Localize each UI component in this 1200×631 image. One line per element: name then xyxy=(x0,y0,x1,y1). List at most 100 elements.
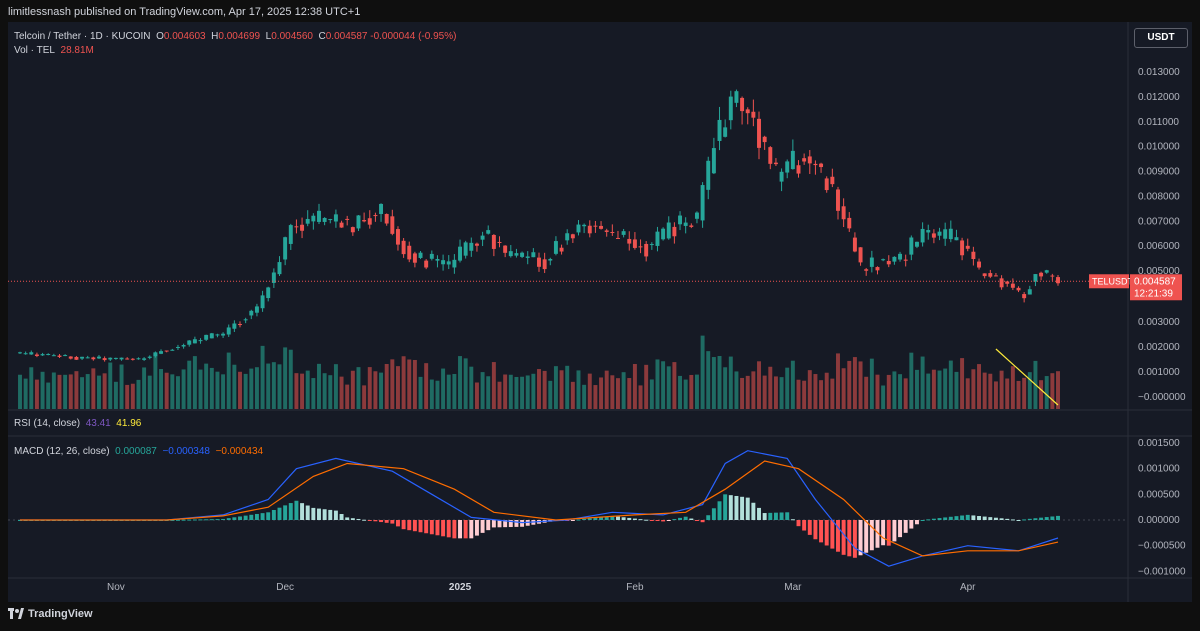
macd-histogram-bar xyxy=(841,520,846,555)
macd-histogram-bar xyxy=(836,520,840,552)
volume-bar xyxy=(249,368,254,409)
volume-bar xyxy=(542,370,547,409)
macd-histogram-bar xyxy=(982,516,987,520)
volume-bar xyxy=(632,364,637,409)
volume-bar xyxy=(283,347,288,409)
volume-bar xyxy=(694,374,699,409)
macd-histogram-bar xyxy=(401,520,406,530)
candle-body xyxy=(463,242,468,256)
volume-bar xyxy=(858,361,863,409)
volume-bar xyxy=(339,376,344,409)
macd-histogram-bar xyxy=(503,520,508,528)
candle-body xyxy=(153,352,158,357)
volume-bar xyxy=(266,363,271,409)
currency-button[interactable]: USDT xyxy=(1134,28,1188,48)
macd-histogram-bar xyxy=(666,520,671,521)
candle-body xyxy=(627,238,632,244)
candle-body xyxy=(277,262,282,275)
macd-histogram-bar xyxy=(582,518,587,520)
candle-body xyxy=(232,323,237,329)
volume-bar xyxy=(474,382,479,409)
macd-histogram-bar xyxy=(920,520,925,521)
symbol-tag xyxy=(1089,274,1129,289)
candle-body xyxy=(300,224,305,231)
candle-body xyxy=(892,256,897,262)
price-axis-tick-label: 0.001000 xyxy=(1138,367,1180,378)
volume-bar xyxy=(40,371,45,409)
macd-histogram-bar xyxy=(362,519,367,521)
candle-body xyxy=(621,231,626,235)
candle-body xyxy=(97,356,101,359)
candle-body xyxy=(960,240,965,256)
macd-histogram-bar xyxy=(435,520,440,536)
candle-body xyxy=(965,245,970,249)
volume-bar xyxy=(830,378,835,409)
candle-body xyxy=(864,269,869,271)
candle-body xyxy=(655,231,660,246)
volume-bar xyxy=(345,384,350,409)
volume-bar xyxy=(661,361,666,409)
price-axis-tick-label: 0.005000 xyxy=(1138,266,1180,277)
candle-body xyxy=(407,245,412,260)
macd-histogram-bar xyxy=(830,520,835,549)
macd-histogram-bar xyxy=(333,510,338,520)
price-axis-tick-label: 0.010000 xyxy=(1138,142,1180,153)
volume-bar xyxy=(644,364,649,409)
volume-bar xyxy=(113,381,118,409)
volume-bar xyxy=(565,365,570,409)
volume-bar xyxy=(384,364,389,409)
candle-body xyxy=(768,147,773,164)
macd-histogram-bar xyxy=(322,509,327,520)
macd-histogram-bar xyxy=(999,518,1004,520)
candle-body xyxy=(412,253,417,263)
candle-body xyxy=(807,156,812,164)
volume-bar xyxy=(965,378,970,409)
volume-bar xyxy=(153,352,158,409)
candle-body xyxy=(80,356,85,359)
candle-body xyxy=(813,163,818,166)
candle-body xyxy=(254,306,259,313)
volume-bar xyxy=(1044,376,1049,409)
macd-histogram-bar xyxy=(486,520,491,531)
volume-bar xyxy=(678,375,683,409)
change-value: -0.000044 (-0.95%) xyxy=(370,31,457,42)
candle-body xyxy=(852,237,857,252)
macd-histogram-bar xyxy=(254,513,259,520)
candle-body xyxy=(745,109,750,114)
candle-body xyxy=(362,220,367,222)
macd-label[interactable]: MACD (12, 26, close) xyxy=(14,446,110,457)
candle-body xyxy=(418,252,423,258)
tradingview-logo[interactable]: TradingView xyxy=(8,608,93,620)
macd-histogram-bar xyxy=(649,520,654,521)
candle-body xyxy=(1022,294,1027,299)
macd-line xyxy=(20,450,1059,567)
candle-body xyxy=(610,231,615,233)
candle-body xyxy=(260,295,265,309)
volume-bar xyxy=(1010,366,1015,409)
candle-body xyxy=(875,267,880,271)
volume-bar xyxy=(943,368,948,409)
candle-body xyxy=(435,258,440,261)
macd-histogram-bar xyxy=(728,495,733,520)
symbol-title[interactable]: Telcoin / Tether · 1D · KUCOIN xyxy=(14,31,151,42)
volume-bar xyxy=(80,377,85,409)
candle-body xyxy=(283,237,288,260)
high-label: H xyxy=(211,31,219,42)
macd-histogram-bar xyxy=(694,520,699,521)
macd-histogram-bar xyxy=(779,512,784,520)
candle-body xyxy=(948,228,953,240)
candle-body xyxy=(757,118,761,148)
chart-area[interactable] xyxy=(8,22,1192,602)
candle-body xyxy=(458,246,462,261)
rsi-label[interactable]: RSI (14, close) xyxy=(14,418,81,429)
price-tag xyxy=(1130,274,1182,301)
candle-body xyxy=(548,258,553,261)
macd-histogram-bar xyxy=(260,513,265,520)
candle-body xyxy=(164,350,169,352)
close-value: 0.004587 xyxy=(325,31,368,42)
volume-label[interactable]: Vol · TEL xyxy=(14,45,55,56)
macd-histogram-bar xyxy=(723,494,728,520)
volume-bar xyxy=(187,360,192,409)
volume-bar xyxy=(982,372,987,409)
